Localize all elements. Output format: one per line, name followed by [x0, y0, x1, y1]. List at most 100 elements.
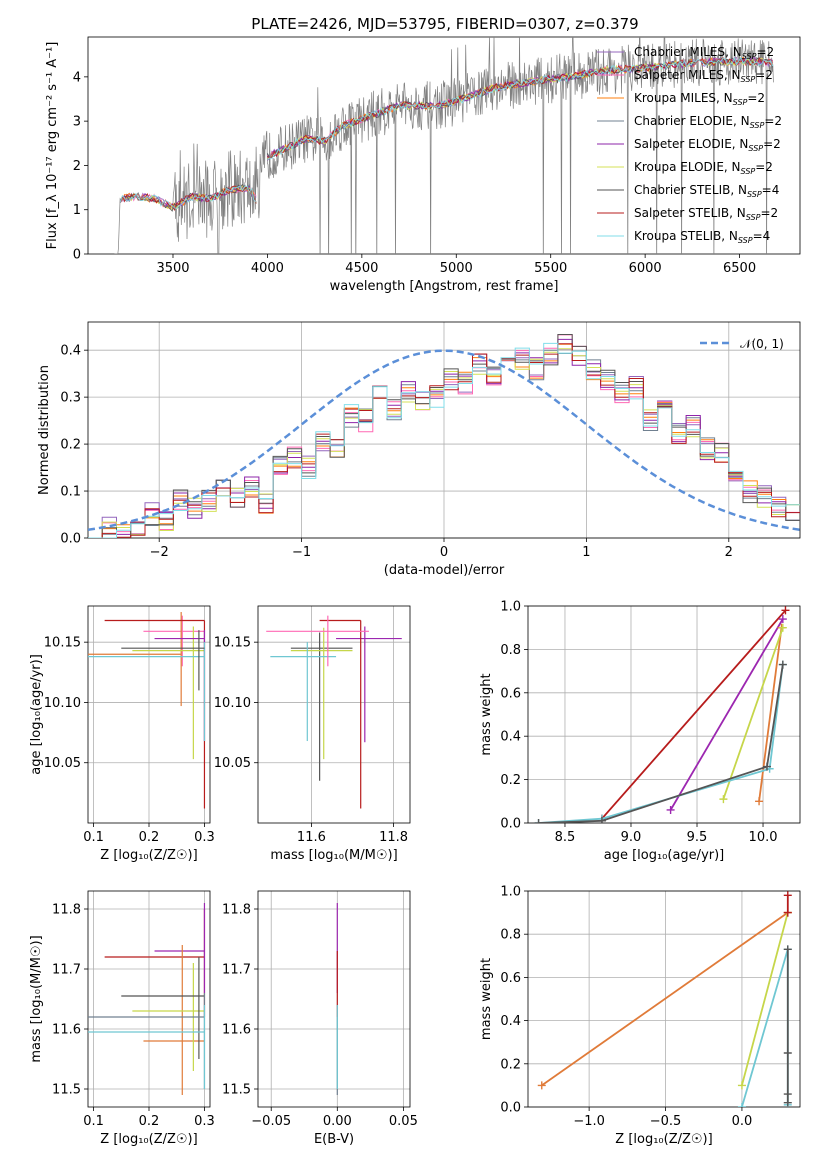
y-axis-label: Normed distribution	[37, 365, 52, 495]
age_vs_Z-axes: 0.1 0.2 0.3 10.05 10.10 10.15 Z [log₁₀(Z/Z☉)] a…	[29, 605, 215, 863]
x-axis-label: mass [log₁₀(M/M☉)]	[270, 848, 397, 863]
x-tick-label: 9.0	[621, 830, 642, 845]
weight-marker	[737, 1081, 746, 1090]
legend-label-text: Kroupa STELIB, N	[634, 229, 738, 243]
weight-marker	[783, 1098, 792, 1107]
weight-marker	[778, 615, 787, 624]
x-tick-label: 1	[582, 545, 590, 560]
x-tick-label: 11.8	[379, 830, 408, 845]
x-tick-label: 0	[440, 545, 448, 560]
x-tick-label: 0.2	[139, 1114, 160, 1129]
x-tick-label: 2	[725, 545, 733, 560]
y-tick-label: 10.15	[214, 636, 251, 651]
legend-label-text: Salpeter STELIB, N	[634, 206, 746, 220]
x-tick-label: 5500	[534, 261, 567, 276]
x-tick-label: 0.1	[83, 830, 104, 845]
legend-label-suffix: =2	[764, 114, 782, 128]
x-axis-label: wavelength [Angstrom, rest frame]	[330, 279, 559, 294]
legend-label-sub: SSP	[746, 213, 761, 222]
y-tick-label: 0.6	[500, 971, 521, 986]
plot-frame	[87, 321, 801, 539]
legend-label-suffix: =2	[760, 206, 778, 220]
legend-label-suffix: =2	[763, 137, 781, 151]
y-tick-label: 1.0	[500, 885, 521, 900]
legend-label-sub: SSP	[733, 98, 748, 107]
model-line-kroupa_stelib	[119, 56, 774, 209]
mass_vs_ebv-axes: −0.05 0.00 0.05 11.5 11.6 11.7 11.8 E(B-V)	[222, 890, 418, 1147]
legend-label: Kroupa STELIB, NSSP=4	[634, 229, 770, 245]
weight-line	[722, 627, 784, 800]
weight-marker	[755, 797, 764, 806]
y-tick-label: 10.05	[214, 756, 251, 771]
x-tick-label: 4000	[251, 261, 284, 276]
weight-marker	[597, 816, 606, 823]
y-tick-label: 11.6	[52, 1023, 81, 1038]
x-tick-label: −2	[150, 545, 169, 560]
legend-label-sub: SSP	[748, 144, 763, 153]
x-tick-label: −0.05	[251, 1114, 291, 1129]
weight-marker	[778, 660, 787, 669]
residuals-axes: −2 −1 0 1 2 0.0 0.1 0.2 0.3 0.4 (data-model)/error…	[37, 321, 801, 578]
legend-label-sub: SSP	[742, 52, 757, 61]
legend-label-text: Chabrier MILES, N	[634, 45, 742, 59]
x-tick-label: 11.6	[297, 830, 326, 845]
y-tick-label: 11.5	[52, 1083, 81, 1098]
weight-marker	[781, 606, 790, 615]
y-tick-label: 2	[73, 159, 81, 174]
plot-frame	[257, 890, 411, 1108]
age_vs_mass-marks	[266, 615, 402, 809]
legend-label: 𝒩(0, 1)	[740, 337, 784, 351]
y-tick-label: 0.4	[500, 730, 521, 745]
mass_vs_Z-axes: 0.1 0.2 0.3 11.5 11.6 11.7 11.8 Z [log₁₀(Z/Z☉)]…	[29, 890, 215, 1147]
y-tick-label: 11.5	[222, 1083, 251, 1098]
x-axis-label: Z [log₁₀(Z/Z☉)]	[615, 1132, 712, 1147]
x-axis-label: age [log₁₀(age/yr)]	[604, 848, 725, 863]
legend-label: Salpeter ELODIE, NSSP=2	[634, 137, 781, 153]
legend-label-suffix: =2	[756, 45, 774, 59]
weight-marker	[737, 1103, 746, 1107]
x-tick-label: 0.05	[389, 1114, 418, 1129]
plots-layer: 3500 4000 4500 5000 5500 6000 6500 0 1 2 3 4 wavelen…	[29, 36, 801, 1147]
x-tick-label: 0.0	[732, 1114, 753, 1129]
x-tick-label: 5000	[440, 261, 473, 276]
y-tick-label: 0.4	[60, 344, 81, 359]
weight_vs_Z-axes: −1.0 −0.5 0.0 0.0 0.2 0.4 0.6 0.8 1.0 Z [log₁₀(Z/…	[479, 885, 801, 1147]
legend-label: Chabrier MILES, NSSP=2	[634, 45, 774, 61]
x-tick-label: 3500	[156, 261, 189, 276]
mass_vs_Z-marks	[88, 903, 206, 1095]
x-tick-label: 6000	[629, 261, 662, 276]
weight-marker	[783, 945, 792, 954]
figure-title: PLATE=2426, MJD=53795, FIBERID=0307, z=0…	[251, 15, 638, 33]
weight-line	[601, 609, 787, 820]
x-tick-label: 8.5	[555, 830, 576, 845]
y-axis-label: mass weight	[479, 958, 494, 1040]
legend-label: Kroupa MILES, NSSP=2	[634, 91, 765, 107]
y-tick-label: 0.0	[500, 817, 521, 832]
x-axis-label: (data-model)/error	[384, 563, 505, 578]
legend-label: Salpeter STELIB, NSSP=2	[634, 206, 778, 222]
legend-label: Kroupa ELODIE, NSSP=2	[634, 160, 773, 176]
legend-label-suffix: =2	[755, 160, 773, 174]
y-tick-label: 0.0	[60, 532, 81, 547]
x-tick-label: 0.3	[194, 830, 215, 845]
weight-marker	[762, 762, 771, 771]
y-tick-label: 10.10	[214, 696, 251, 711]
x-tick-label: 0.3	[194, 1114, 215, 1129]
plot-frame	[87, 890, 211, 1108]
weight-marker	[534, 819, 543, 823]
y-tick-label: 10.15	[44, 636, 81, 651]
legend-label-text: Chabrier STELIB, N	[634, 183, 747, 197]
y-tick-label: 0.8	[500, 643, 521, 658]
x-tick-label: 10.0	[749, 830, 778, 845]
x-tick-label: −1	[292, 545, 311, 560]
weight-marker	[666, 805, 675, 814]
y-tick-label: 3	[73, 115, 81, 130]
y-tick-label: 0.4	[500, 1014, 521, 1029]
legend-label: Chabrier STELIB, NSSP=4	[634, 183, 779, 199]
weight-line	[538, 664, 784, 823]
y-axis-label: age [log₁₀(age/yr)]	[29, 654, 44, 775]
weight-marker	[783, 891, 792, 900]
weight-line	[741, 912, 789, 1086]
